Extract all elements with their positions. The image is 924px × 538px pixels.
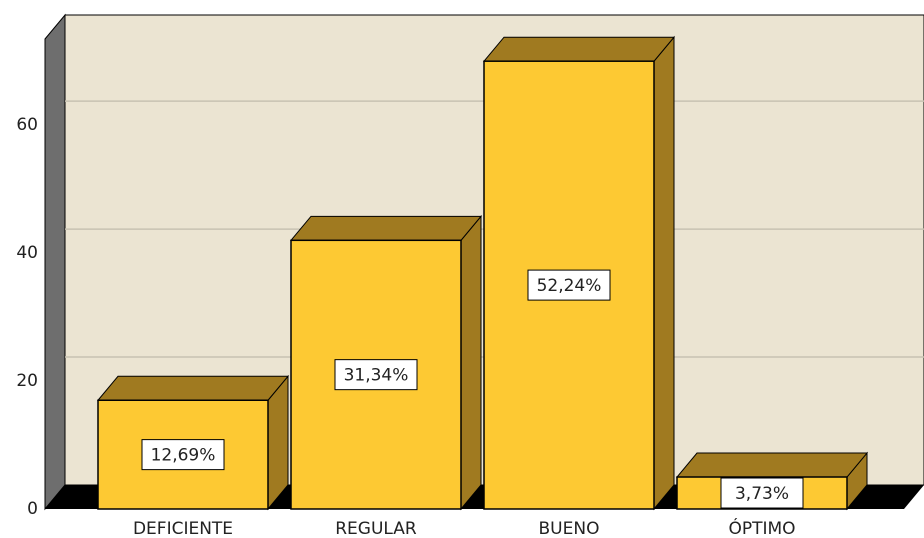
- y-tick-label: 20: [16, 371, 38, 391]
- value-label-box: [334, 359, 418, 391]
- bar-top: [482, 36, 676, 62]
- value-label: 12,69%: [151, 446, 216, 466]
- left-wall: [44, 13, 66, 511]
- bar-top: [675, 452, 869, 478]
- x-tick-label: REGULAR: [335, 519, 417, 538]
- value-label-box: [527, 269, 611, 301]
- bar-top: [289, 215, 483, 241]
- value-label-box: [720, 477, 804, 509]
- value-label: 3,73%: [735, 484, 789, 504]
- x-tick-label: BUENO: [539, 519, 600, 538]
- y-tick-label: 40: [16, 243, 38, 263]
- value-label-box: [141, 439, 225, 471]
- y-tick-label: 0: [27, 499, 38, 519]
- bar-side: [460, 214, 482, 511]
- bar-top: [96, 375, 290, 401]
- value-label: 31,34%: [344, 366, 409, 386]
- x-tick-label: ÓPTIMO: [728, 517, 795, 538]
- y-tick-label: 60: [16, 115, 38, 135]
- x-tick-label: DEFICIENTE: [133, 519, 233, 538]
- value-label: 52,24%: [537, 276, 602, 296]
- bar-side: [653, 35, 675, 511]
